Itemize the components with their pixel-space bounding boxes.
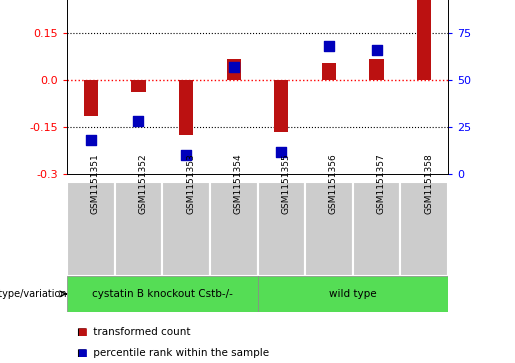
Bar: [417, 0, 432, 80]
Point: [325, 43, 333, 49]
Point: [134, 118, 143, 124]
Text: ■  percentile rank within the sample: ■ percentile rank within the sample: [77, 348, 269, 359]
Bar: [67, 182, 115, 276]
Text: cystatin B knockout Cstb-/-: cystatin B knockout Cstb-/-: [92, 289, 233, 299]
Bar: [401, 182, 448, 276]
Point: [230, 64, 238, 70]
Bar: [258, 182, 305, 276]
Text: wild type: wild type: [329, 289, 376, 299]
Text: GSM1151356: GSM1151356: [329, 154, 338, 215]
Bar: [322, 62, 336, 80]
Text: genotype/variation: genotype/variation: [0, 289, 67, 299]
Bar: [227, 60, 241, 80]
Point: [372, 47, 381, 53]
Text: GSM1151358: GSM1151358: [424, 154, 433, 215]
Bar: [258, 276, 448, 312]
Point: [87, 137, 95, 143]
Bar: [67, 276, 258, 312]
Bar: [179, 80, 193, 135]
Text: ■: ■: [77, 327, 87, 337]
Bar: [83, 80, 98, 116]
Text: GSM1151351: GSM1151351: [91, 154, 100, 215]
Bar: [210, 182, 258, 276]
Text: ■  transformed count: ■ transformed count: [77, 327, 191, 337]
Bar: [114, 182, 162, 276]
Text: GSM1151352: GSM1151352: [139, 154, 147, 215]
Text: GSM1151353: GSM1151353: [186, 154, 195, 215]
Text: GSM1151354: GSM1151354: [234, 154, 243, 215]
Bar: [131, 80, 146, 93]
Bar: [369, 60, 384, 80]
Bar: [274, 80, 288, 132]
Bar: [305, 182, 353, 276]
Bar: [162, 182, 210, 276]
Point: [182, 152, 190, 158]
Text: GSM1151355: GSM1151355: [281, 154, 290, 215]
Text: GSM1151357: GSM1151357: [376, 154, 386, 215]
Point: [277, 149, 285, 155]
Bar: [353, 182, 401, 276]
Text: ■: ■: [77, 348, 87, 359]
